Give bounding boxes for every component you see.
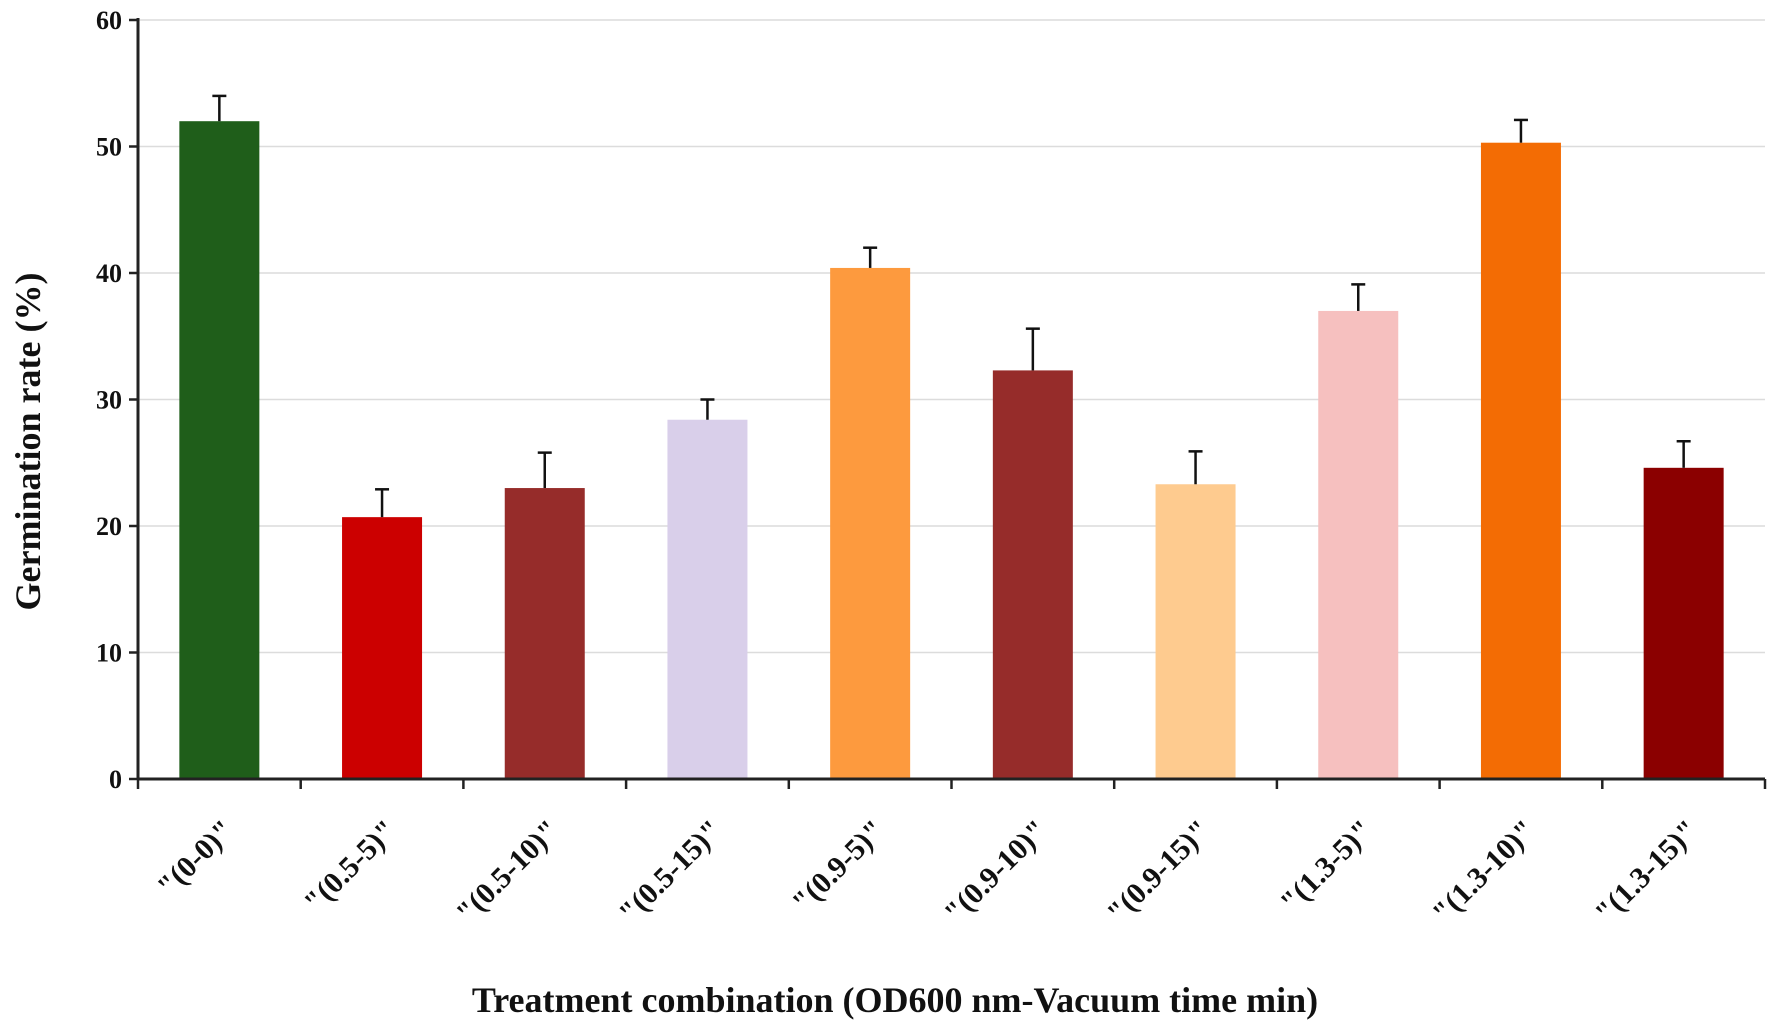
bars [179,94,1724,779]
bar [1155,484,1236,779]
y-tick-label: 50 [96,133,122,162]
x-tick-label: "(0.5-5)" [298,814,403,919]
x-tick-label: "(0.5-15)" [613,814,729,930]
y-tick-label: 20 [96,512,122,541]
bar [342,517,423,779]
bar [830,267,911,779]
y-tick-label: 60 [96,6,122,35]
bar [992,370,1073,779]
bar [1643,467,1724,779]
y-tick-label: 0 [109,765,122,794]
x-tick-label: "(1.3-10)" [1426,814,1542,930]
x-tick-label: "(1.3-5)" [1274,814,1379,919]
x-tick-label: "(0.5-10)" [450,814,566,930]
y-axis-title: Germination rate (%) [8,273,48,611]
x-tick-label: "(1.3-15)" [1589,814,1705,930]
y-tick-label: 30 [96,386,122,415]
x-axis-title: Treatment combination (OD600 nm-Vacuum t… [472,980,1318,1020]
x-tick-label: "(0-0)" [151,814,240,903]
x-tick-label: "(0.9-5)" [786,814,891,919]
y-tick-label: 10 [96,639,122,668]
y-tick-label: 40 [96,259,122,288]
x-tick-label: "(0.9-15)" [1101,814,1217,930]
bar [179,121,260,779]
bar [667,419,748,779]
bar [1318,310,1399,779]
x-tick-label: "(0.9-10)" [938,814,1054,930]
bar [504,488,585,779]
bar [1480,142,1561,779]
